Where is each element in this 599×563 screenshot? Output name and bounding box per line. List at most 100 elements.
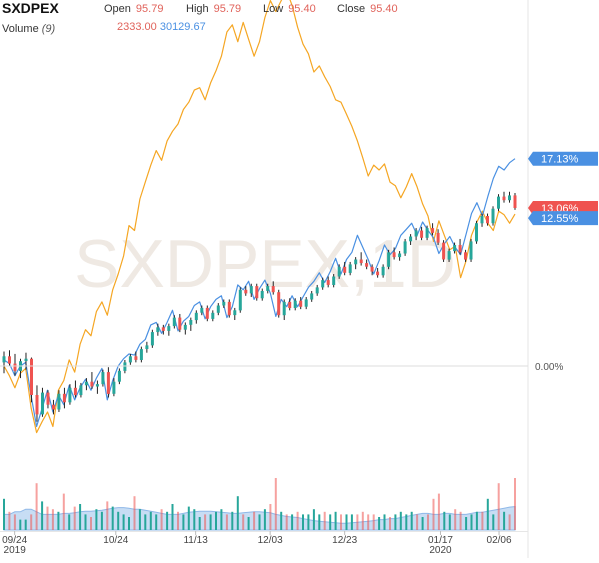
candle-body (403, 241, 407, 254)
volume-bar (345, 514, 348, 530)
candle-body (35, 395, 39, 415)
volume-bar (334, 511, 337, 530)
candle-body (90, 381, 94, 387)
volume-bar (41, 501, 44, 530)
high-value: 95.79 (213, 3, 242, 15)
volume-bar (182, 514, 185, 530)
volume-bar (225, 514, 228, 530)
candle-body (161, 327, 165, 331)
volume-bar (503, 511, 506, 530)
volume-bar (13, 514, 16, 530)
volume-bar (410, 511, 413, 530)
candle-body (315, 287, 319, 294)
volume-bar (389, 517, 391, 530)
candle-body (299, 300, 303, 307)
candle-body (2, 356, 6, 363)
x-tick-label: 01/17 (428, 535, 453, 546)
candle-body (354, 259, 358, 265)
candle-body (117, 370, 121, 382)
volume-bar (46, 506, 49, 530)
candle-body (57, 393, 61, 410)
candle-body (414, 230, 418, 237)
volume-bar (111, 506, 114, 530)
price-tag-bg (528, 151, 598, 166)
candle-body (106, 372, 110, 394)
candle-body (128, 356, 132, 363)
candle-body (277, 292, 281, 316)
candle-body (145, 345, 149, 349)
volume-value-1: 2333.00 (117, 21, 157, 33)
candle-body (41, 392, 44, 415)
volume-bar (475, 511, 478, 530)
candle-body (271, 286, 275, 293)
volume-bar (399, 511, 402, 530)
x-tick-label: 02/06 (487, 535, 512, 546)
volume-bar (312, 509, 315, 530)
high-readout: High 95.79 (186, 3, 241, 15)
candle-body (84, 381, 88, 386)
volume-bar (454, 509, 457, 530)
candle-body (475, 223, 478, 242)
high-label: High (186, 3, 209, 15)
candle-body (502, 196, 506, 201)
candle-body (266, 286, 270, 291)
volume-bar (160, 509, 163, 530)
candle-body (447, 251, 451, 260)
volume-bar (361, 511, 364, 530)
volume-bar (171, 504, 174, 530)
open-label: Open (104, 3, 131, 15)
volume-bar (302, 514, 304, 530)
volume-bar (492, 514, 495, 530)
volume-bar (138, 509, 141, 530)
candle-body (123, 362, 127, 371)
candle-body (409, 236, 413, 242)
volume-bar (269, 504, 272, 530)
volume-bar (437, 493, 440, 530)
low-label: Low (263, 3, 284, 15)
volume-bar (133, 496, 136, 530)
candle-body (425, 228, 429, 238)
volume-bar (95, 509, 98, 530)
price-tag-text: 12.55% (541, 213, 579, 225)
x-tick-label: 10/24 (103, 535, 128, 546)
candle-body (458, 245, 462, 253)
candle-body (73, 387, 77, 396)
compare-series-blue (3, 158, 516, 428)
candle-body (183, 324, 187, 330)
candle-body (392, 252, 396, 258)
volume-bar (19, 519, 22, 530)
volume-bar (117, 511, 120, 530)
candle-body (497, 196, 500, 209)
watermark: SXDPEX,1D (74, 226, 456, 302)
candle-body (431, 228, 435, 233)
volume-bar (73, 506, 76, 530)
zero-tick-label: 0.00% (535, 362, 563, 373)
volume-bar (177, 511, 179, 530)
x-tick-label: 12/23 (332, 535, 357, 546)
price-tag-text: 17.13% (541, 154, 579, 166)
volume-bar (220, 509, 223, 530)
volume-bar (443, 511, 446, 530)
volume-bar (340, 514, 342, 530)
candle-body (222, 301, 226, 306)
candle-body (376, 271, 380, 276)
volume-bar (263, 509, 266, 530)
candle-body (62, 393, 66, 403)
volume-bar (193, 509, 196, 530)
candle-body (282, 301, 286, 316)
candle-body (508, 195, 511, 201)
candle-body (469, 241, 473, 260)
volume-bar (253, 511, 256, 530)
candle-body (321, 280, 325, 288)
volume-bar (497, 483, 500, 530)
candle-body (480, 216, 484, 224)
volume-bar (242, 514, 245, 530)
volume-label-text: Volume (2, 23, 39, 35)
x-tick-label: 11/13 (183, 535, 208, 546)
volume-bar (291, 514, 294, 530)
low-readout: Low 95.40 (263, 3, 316, 15)
volume-bar (198, 517, 201, 530)
volume-bar (280, 511, 283, 530)
